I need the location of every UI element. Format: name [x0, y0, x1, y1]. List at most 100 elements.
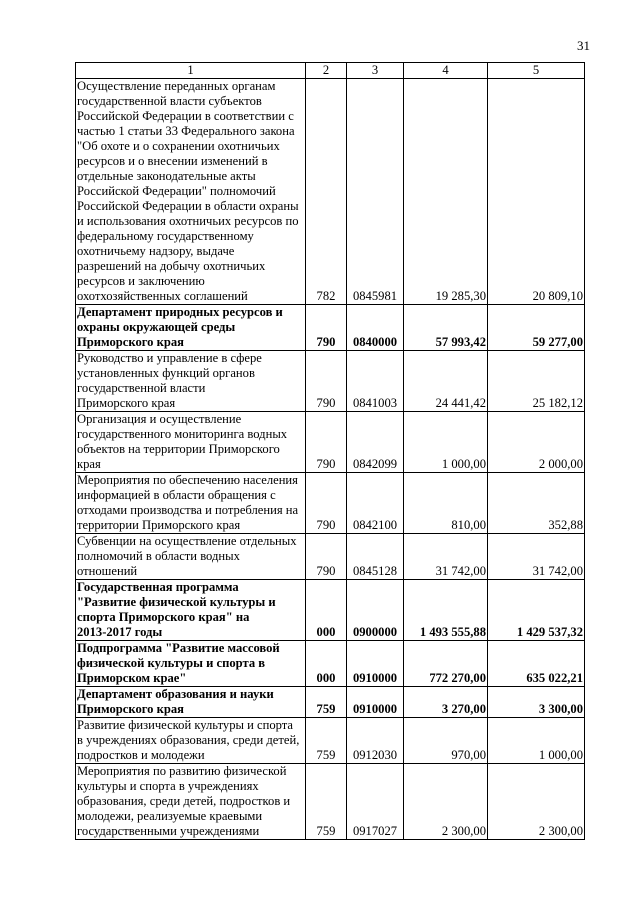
cell-c2: 790 — [305, 304, 347, 351]
cell-name-line: Подпрограмма "Развитие массовой — [77, 641, 280, 655]
cell-c5: 352,88 — [487, 472, 585, 534]
cell-c2: 000 — [305, 579, 347, 641]
cell-name-line: "Развитие физической культуры и — [77, 595, 276, 609]
cell-name: Подпрограмма "Развитие массовой физическо… — [75, 640, 306, 687]
cell-name: Мероприятия по обеспечению населения инфо… — [75, 472, 306, 534]
cell-name-line: Субвенции на осуществление отдельных — [77, 534, 297, 548]
cell-name-line: Российской Федерации в области охраны — [77, 199, 299, 213]
cell-c4: 31 742,00 — [403, 533, 488, 580]
cell-name-line: отношений — [77, 564, 138, 578]
cell-name-line: образования, среди детей, подростков и — [77, 794, 291, 808]
cell-name-line: Мероприятия по обеспечению населения — [77, 473, 298, 487]
cell-c3: 0910000 — [346, 686, 404, 718]
cell-c2: 790 — [305, 411, 347, 473]
cell-c3: 0840000 — [346, 304, 404, 351]
cell-c5: 59 277,00 — [487, 304, 585, 351]
cell-name: Осуществление переданных органам государс… — [75, 78, 306, 305]
cell-name-line: в учреждениях образования, среди детей, — [77, 733, 300, 747]
cell-c3: 0841003 — [346, 350, 404, 412]
cell-c5: 635 022,21 — [487, 640, 585, 687]
cell-name-line: частью 1 статьи 33 Федерального закона — [77, 124, 295, 138]
cell-name: Руководство и управление в сфере установл… — [75, 350, 306, 412]
cell-name: Организация и осуществление государственн… — [75, 411, 306, 473]
cell-name-line: Руководство и управление в сфере — [77, 351, 262, 365]
cell-name-line: Государственная программа — [77, 580, 239, 594]
cell-name-line: Приморского края — [77, 335, 184, 349]
cell-c4: 810,00 — [403, 472, 488, 534]
table-row: Организация и осуществление государственн… — [75, 411, 585, 473]
cell-c2: 790 — [305, 533, 347, 580]
cell-c4: 19 285,30 — [403, 78, 488, 305]
cell-name-line: разрешений на добычу охотничьих — [77, 259, 266, 273]
cell-name-line: Приморском крае" — [77, 671, 187, 685]
cell-name: Развитие физической культуры и спорта в у… — [75, 717, 306, 764]
table-row: Мероприятия по развитию физической культу… — [75, 763, 585, 840]
cell-c5: 1 429 537,32 — [487, 579, 585, 641]
cell-name-line: ресурсов и о внесении изменений в — [77, 154, 268, 168]
cell-c4: 57 993,42 — [403, 304, 488, 351]
cell-c3: 0845128 — [346, 533, 404, 580]
cell-name-line: подростков и молодежи — [77, 748, 205, 762]
cell-c3: 0912030 — [346, 717, 404, 764]
cell-name-line: объектов на территории Приморского — [77, 442, 280, 456]
cell-c2: 790 — [305, 350, 347, 412]
table-row: Развитие физической культуры и спорта в у… — [75, 717, 585, 764]
cell-name-line: и использования охотничьих ресурсов по — [77, 214, 299, 228]
table-row: Мероприятия по обеспечению населения инфо… — [75, 472, 585, 534]
cell-name-line: территории Приморского края — [77, 518, 241, 532]
cell-c4: 3 270,00 — [403, 686, 488, 718]
cell-name: Государственная программа "Развитие физич… — [75, 579, 306, 641]
cell-name-line: физической культуры и спорта в — [77, 656, 266, 670]
cell-name-line: государственными учреждениями — [77, 824, 260, 838]
cell-name-line: отходами производства и потребления на — [77, 503, 299, 517]
cell-name-line: Департамент образования и науки — [77, 687, 274, 701]
cell-c5: 1 000,00 — [487, 717, 585, 764]
header-cell: 3 — [346, 62, 404, 79]
cell-name-line: охраны окружающей среды — [77, 320, 236, 334]
cell-name-line: ресурсов и заключению — [77, 274, 205, 288]
cell-c3: 0842100 — [346, 472, 404, 534]
header-row: 1 2 3 4 5 — [75, 62, 585, 79]
cell-c4: 2 300,00 — [403, 763, 488, 840]
cell-name-line: спорта Приморского края" на — [77, 610, 250, 624]
cell-name-line: информацией в области обращения с — [77, 488, 276, 502]
budget-table: 1 2 3 4 5 Осуществление переданных орган… — [75, 62, 585, 840]
cell-name: Мероприятия по развитию физической культу… — [75, 763, 306, 840]
cell-c2: 782 — [305, 78, 347, 305]
cell-name-line: полномочий в области водных — [77, 549, 240, 563]
cell-name-line: установленных функций органов — [77, 366, 255, 380]
cell-name-line: Осуществление переданных органам — [77, 79, 276, 93]
table-row: Субвенции на осуществление отдельных полн… — [75, 533, 585, 580]
cell-name-line: Развитие физической культуры и спорта — [77, 718, 294, 732]
cell-c5: 2 000,00 — [487, 411, 585, 473]
cell-c2: 759 — [305, 763, 347, 840]
header-cell: 5 — [487, 62, 585, 79]
cell-c3: 0900000 — [346, 579, 404, 641]
table-row: Департамент образования и науки Приморско… — [75, 686, 585, 718]
table-row: Государственная программа "Развитие физич… — [75, 579, 585, 641]
cell-c2: 000 — [305, 640, 347, 687]
cell-c2: 759 — [305, 717, 347, 764]
cell-c4: 1 493 555,88 — [403, 579, 488, 641]
cell-name-line: охотхозяйственных соглашений — [77, 289, 248, 303]
cell-c5: 20 809,10 — [487, 78, 585, 305]
cell-name-line: государственной власти субъектов — [77, 94, 262, 108]
cell-name-line: федеральному государственному — [77, 229, 254, 243]
cell-name-line: охотничьему надзору, выдаче — [77, 244, 235, 258]
cell-c4: 970,00 — [403, 717, 488, 764]
table-row: Подпрограмма "Развитие массовой физическо… — [75, 640, 585, 687]
cell-name-line: государственного мониторинга водных — [77, 427, 288, 441]
cell-c5: 2 300,00 — [487, 763, 585, 840]
cell-c3: 0845981 — [346, 78, 404, 305]
cell-name-line: Российской Федерации в соответствии с — [77, 109, 294, 123]
cell-c2: 790 — [305, 472, 347, 534]
table-row: Руководство и управление в сфере установл… — [75, 350, 585, 412]
cell-name-line: Приморского края — [77, 396, 176, 410]
cell-c5: 25 182,12 — [487, 350, 585, 412]
cell-name-line: Департамент природных ресурсов и — [77, 305, 283, 319]
cell-c4: 772 270,00 — [403, 640, 488, 687]
cell-name-line: культуры и спорта в учреждениях — [77, 779, 259, 793]
cell-name-line: края — [77, 457, 101, 471]
cell-name-line: отдельные законодательные акты — [77, 169, 256, 183]
cell-name-line: Мероприятия по развитию физической — [77, 764, 287, 778]
